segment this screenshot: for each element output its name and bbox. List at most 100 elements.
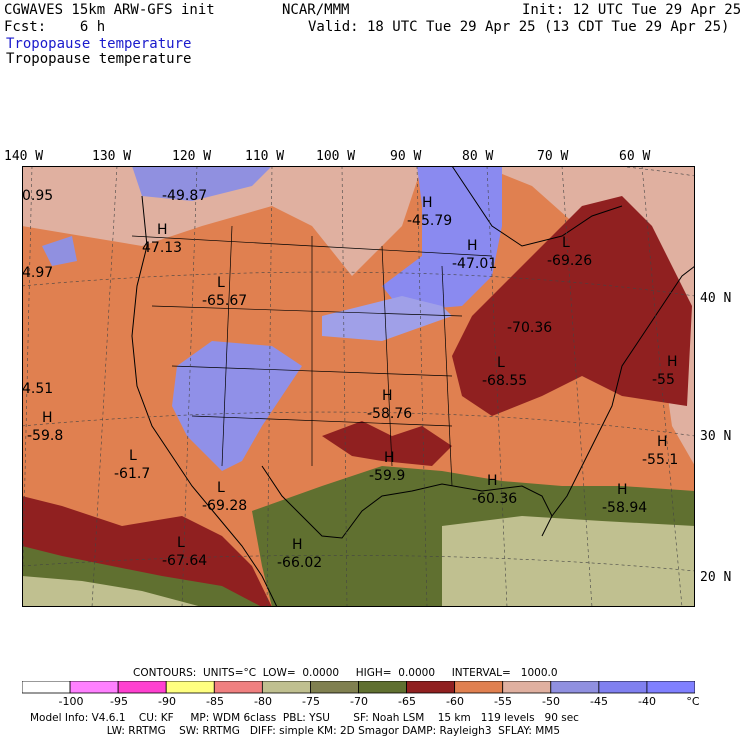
shade-minus50-45 [132,166,272,201]
shade-minus70-65 [322,421,452,466]
colorbar-swatch [213,681,263,694]
extremum-value: -70.36 [507,320,552,336]
extremum-value: -61.7 [114,466,150,482]
tropopause-temperature-map: 0.95 -49.87 H -45.79 H 47.13 4.97 L -65.67 H -47.0… [22,166,695,607]
extremum-value: -55 [652,372,675,388]
field-title: Tropopause temperature [6,51,192,67]
high-marker: H [384,450,395,466]
lon-label: 100 W [316,149,356,164]
shade-minus55-50 [22,166,695,466]
extremum-value: 4.97 [22,265,53,281]
shade-minus45-40 [382,166,502,311]
colorbar-swatch [454,681,504,694]
extremum-value: 0.95 [22,188,53,204]
colorbar-tick: -95 [110,695,128,708]
extremum-value: -45.79 [407,213,452,229]
colorbar-swatch [165,681,215,694]
low-marker: L [177,535,185,551]
colorbar-tick: -65 [398,695,416,708]
extremum-value: -59.9 [369,468,405,484]
colorbar-tick: -50 [542,695,560,708]
model-info-line2: LW: RRTMG SW: RRTMG DIFF: simple KM: 2D … [30,725,561,737]
lon-label: 140 W [4,149,44,164]
colorbar-swatch [358,681,407,694]
colorbar [22,681,695,694]
high-marker: H [667,354,678,370]
state-borders [131,225,493,487]
lon-label: 90 W [390,149,422,164]
coastlines [131,166,695,607]
colorbar-swatch [310,681,359,694]
colorbar-swatch [69,681,119,694]
low-marker: L [217,275,225,291]
colorbar-tick: -45 [590,695,608,708]
extremum-value: -60.36 [472,491,517,507]
graticule [22,166,695,607]
extremum-value: -65.67 [202,293,247,309]
colorbar-swatch [22,681,71,694]
colorbar-tick: -85 [206,695,224,708]
shade-minus80-75 [22,576,202,607]
colorbar-tick: -75 [302,695,320,708]
extremum-value: -66.02 [277,555,322,571]
shade-minus70-65 [452,196,692,416]
lon-label: 60 W [619,149,651,164]
extremum-value: -47.01 [452,256,497,272]
lon-label: 120 W [172,149,212,164]
low-marker: L [562,235,570,251]
extremum-value: 47.13 [142,240,182,256]
colorbar-unit: °C [686,695,700,708]
high-marker: H [157,222,168,238]
field-title-blue: Tropopause temperature [6,36,192,52]
colorbar-swatch [550,681,600,694]
extremum-value: -58.76 [367,406,412,422]
map-frame [22,166,695,607]
colorbar-tick: -100 [58,695,84,708]
colorbar-tick: -55 [494,695,512,708]
extremum-value: -55.1 [642,452,678,468]
lat-label: 30 N [700,429,732,444]
colorbar-swatch [598,681,648,694]
organization: NCAR/MMM [282,2,350,18]
high-marker: H [657,434,668,450]
shade-minus50-45 [172,341,302,471]
colorbar-tick: -70 [350,695,368,708]
colorbar-tick: -90 [158,695,176,708]
model-info-line1: Model Info: V4.6.1 CU: KF MP: WDM 6class… [30,712,579,724]
init-time: Init: 12 UTC Tue 29 Apr 25 [522,2,740,18]
high-marker: H [422,195,433,211]
contours-info: CONTOURS: UNITS=°C LOW= 0.0000 HIGH= 0.0… [133,667,558,679]
valid-time: Valid: 18 UTC Tue 29 Apr 25 (13 CDT Tue … [308,19,730,35]
colorbar-swatch [406,681,456,694]
high-marker: H [382,388,393,404]
colorbar-tick: -40 [638,695,656,708]
high-marker: H [617,482,628,498]
extremum-value: 4.51 [22,381,53,397]
low-marker: L [497,355,505,371]
lat-label: 40 N [700,291,732,306]
extremum-value: -49.87 [162,188,207,204]
extremum-value: -58.94 [602,500,647,516]
low-marker: L [217,480,225,496]
colorbar-tick: -80 [254,695,272,708]
lon-label: 110 W [245,149,285,164]
extremum-value: -68.55 [482,373,527,389]
colorbar-swatch [261,681,311,694]
extremum-value: -69.28 [202,498,247,514]
colorbar-swatch [502,681,552,694]
shade-minus50-45 [322,296,452,341]
high-marker: H [42,410,53,426]
extremum-value: -69.26 [547,253,592,269]
extremum-value: -59.8 [27,428,63,444]
model-title: CGWAVES 15km ARW-GFS init [4,2,215,18]
colorbar-swatch [117,681,167,694]
lon-label: 70 W [537,149,569,164]
colorbar-tick: -60 [446,695,464,708]
extremum-value: -67.64 [162,553,207,569]
colorbar-swatch [646,681,695,694]
lon-label: 130 W [92,149,132,164]
forecast-hour: Fcst: 6 h [4,19,106,35]
high-marker: H [292,537,303,553]
shade-minus50-45 [42,236,77,266]
high-marker: H [487,473,498,489]
